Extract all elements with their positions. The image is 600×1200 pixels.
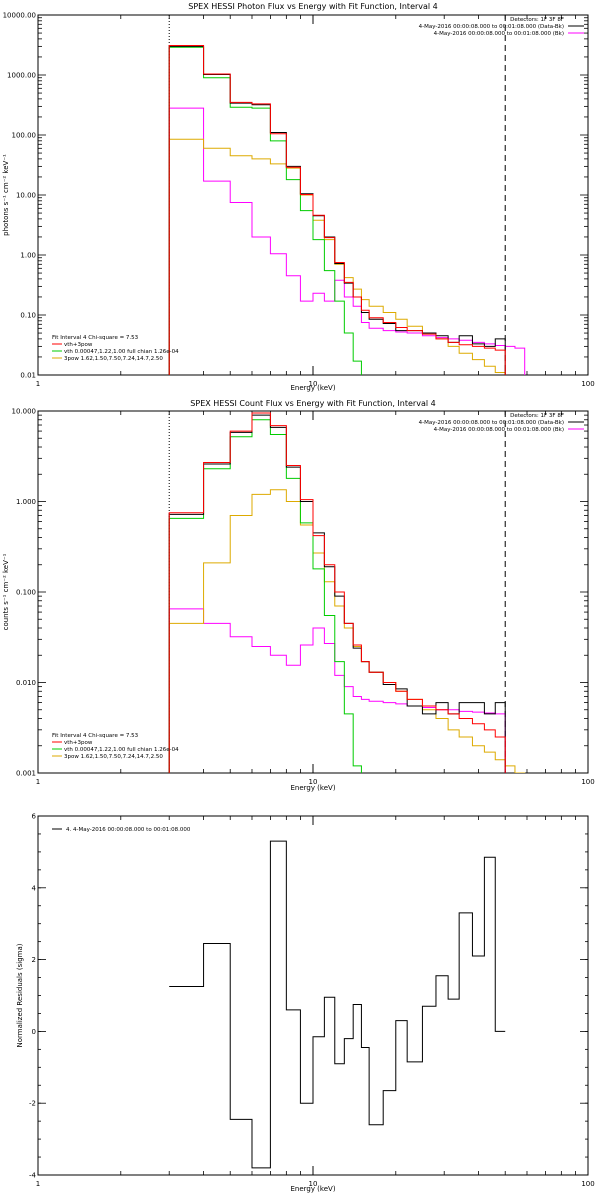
series-line-total	[169, 840, 506, 1169]
chart-title: SPEX HESSI Photon Flux vs Energy with Fi…	[188, 2, 438, 11]
y-tick-label: 0.001	[16, 770, 36, 778]
y-tick-label: 0.010	[16, 679, 36, 687]
x-tick-label: 100	[581, 778, 594, 786]
legend-entry: 3pow 1.62,1.50,7.50,7.24,14.7,2.50	[64, 754, 163, 760]
y-tick-label: 1.000	[16, 498, 36, 506]
y-tick-label: 100.00	[12, 132, 37, 140]
fit-interval-label: Fit Interval 4 Chi-square = 7.53	[52, 733, 139, 739]
info-line: Detectors: 1F 3F 8F	[510, 413, 564, 419]
y-tick-label: 0	[32, 1028, 36, 1036]
series-line-pow	[168, 138, 506, 375]
x-tick-label: 10	[309, 380, 318, 388]
plot-frame	[37, 815, 589, 1176]
legend-entry: vth 0.00047,1.22,1.00 full chian 1.26e-0…	[64, 747, 179, 753]
y-tick-label: 10000.00	[3, 12, 36, 20]
y-tick-label: 1000.00	[7, 72, 36, 80]
info-line: 4-May-2016 00:00:08.000 to 00:01:08.000 …	[419, 24, 564, 30]
x-axis-label: Energy (keV)	[290, 1185, 335, 1193]
series-line-pow	[168, 489, 526, 773]
info-line: 4-May-2016 00:00:08.000 to 00:01:08.000 …	[434, 31, 564, 37]
chart-panel-3: 1 10 100 -4 -2 0 2 4 6 Energy (keV) Normalized Res…	[16, 813, 595, 1194]
y-tick-label: 0.100	[16, 589, 36, 597]
info-line: 4-May-2016 00:00:08.000 to 00:01:08.000 …	[419, 420, 564, 426]
x-tick-label: 10	[309, 1180, 318, 1188]
x-tick-label: 1	[36, 380, 40, 388]
y-axis-label: counts s⁻¹ cm⁻² keV⁻¹	[2, 553, 10, 630]
fit-interval-label: Fit Interval 4 Chi-square = 7.53	[52, 335, 139, 341]
y-axis-label: photons s⁻¹ cm⁻² keV⁻¹	[2, 154, 10, 236]
x-tick-label: 1	[36, 778, 40, 786]
x-tick-label: 10	[309, 778, 318, 786]
x-tick-label: 100	[581, 380, 594, 388]
series-line-background	[168, 608, 506, 773]
chart-title: SPEX HESSI Count Flux vs Energy with Fit…	[190, 399, 435, 408]
y-tick-label: 0.10	[20, 312, 36, 320]
y-tick-label: -2	[29, 1100, 36, 1108]
x-tick-label: 100	[581, 1180, 594, 1188]
series-line-vth_3pow	[168, 45, 506, 375]
series-line-total	[168, 414, 506, 773]
x-axis-label: Energy (keV)	[290, 784, 335, 792]
chart-panel-2: SPEX HESSI Count Flux vs Energy with Fit…	[2, 399, 595, 792]
legend-entry: 3pow 1.62,1.50,7.50,7.24,14.7,2.50	[64, 356, 163, 362]
series-line-background	[168, 107, 526, 375]
x-tick-label: 1	[36, 1180, 40, 1188]
y-tick-label: 1.00	[20, 252, 36, 260]
y-axis-label: Normalized Residuals (sigma)	[16, 943, 24, 1047]
y-tick-label: 10.00	[16, 192, 36, 200]
legend-entry: vth 0.00047,1.22,1.00 full chian 1.26e-0…	[64, 349, 179, 355]
legend-entry: 4. 4-May-2016 00:00:08.000 to 00:01:08.0…	[66, 827, 191, 833]
y-tick-label: -4	[29, 1172, 37, 1180]
y-tick-label: 6	[32, 813, 37, 821]
y-tick-label: 0.01	[20, 372, 36, 380]
y-tick-label: 10.000	[12, 408, 37, 416]
legend-entry: vth+3pow	[64, 740, 93, 746]
chart-panel-1: SPEX HESSI Photon Flux vs Energy with Fi…	[2, 2, 595, 392]
y-tick-label: 4	[32, 884, 37, 892]
series-line-vth_3pow	[168, 412, 506, 773]
series-line-vth	[168, 46, 362, 375]
info-line: 4-May-2016 00:00:08.000 to 00:01:08.000 …	[434, 427, 564, 433]
y-tick-label: 2	[32, 956, 36, 964]
legend-entry: vth+3pow	[64, 342, 93, 348]
series-line-vth	[168, 419, 362, 773]
info-line: Detectors: 1F 3F 8F	[510, 17, 564, 23]
x-axis-label: Energy (keV)	[290, 384, 335, 392]
